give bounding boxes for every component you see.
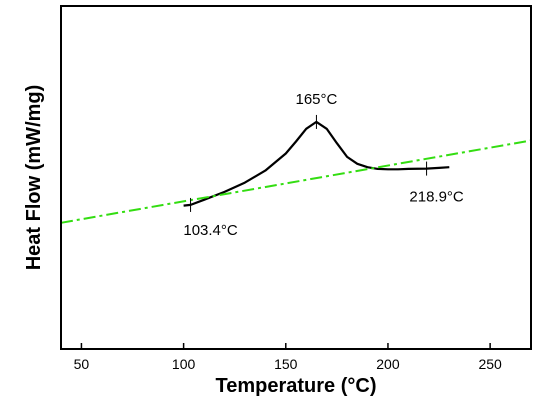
y-axis-title: Heat Flow (mW/mg) (23, 85, 45, 271)
plot-frame (60, 5, 532, 350)
peak-annotation: 165°C (296, 91, 338, 108)
x-axis-title: Temperature (°C) (216, 375, 377, 397)
x-tick-label: 250 (478, 356, 502, 372)
baseline-line (60, 139, 532, 224)
x-tick-label: 200 (376, 356, 400, 372)
peak-annotation: 218.9°C (409, 189, 464, 206)
dsc-curve (183, 120, 450, 207)
x-tick-label: 150 (274, 356, 298, 372)
x-tick-label: 100 (172, 356, 196, 372)
peak-annotation: 103.4°C (183, 222, 238, 239)
x-tick-label: 50 (74, 356, 90, 372)
